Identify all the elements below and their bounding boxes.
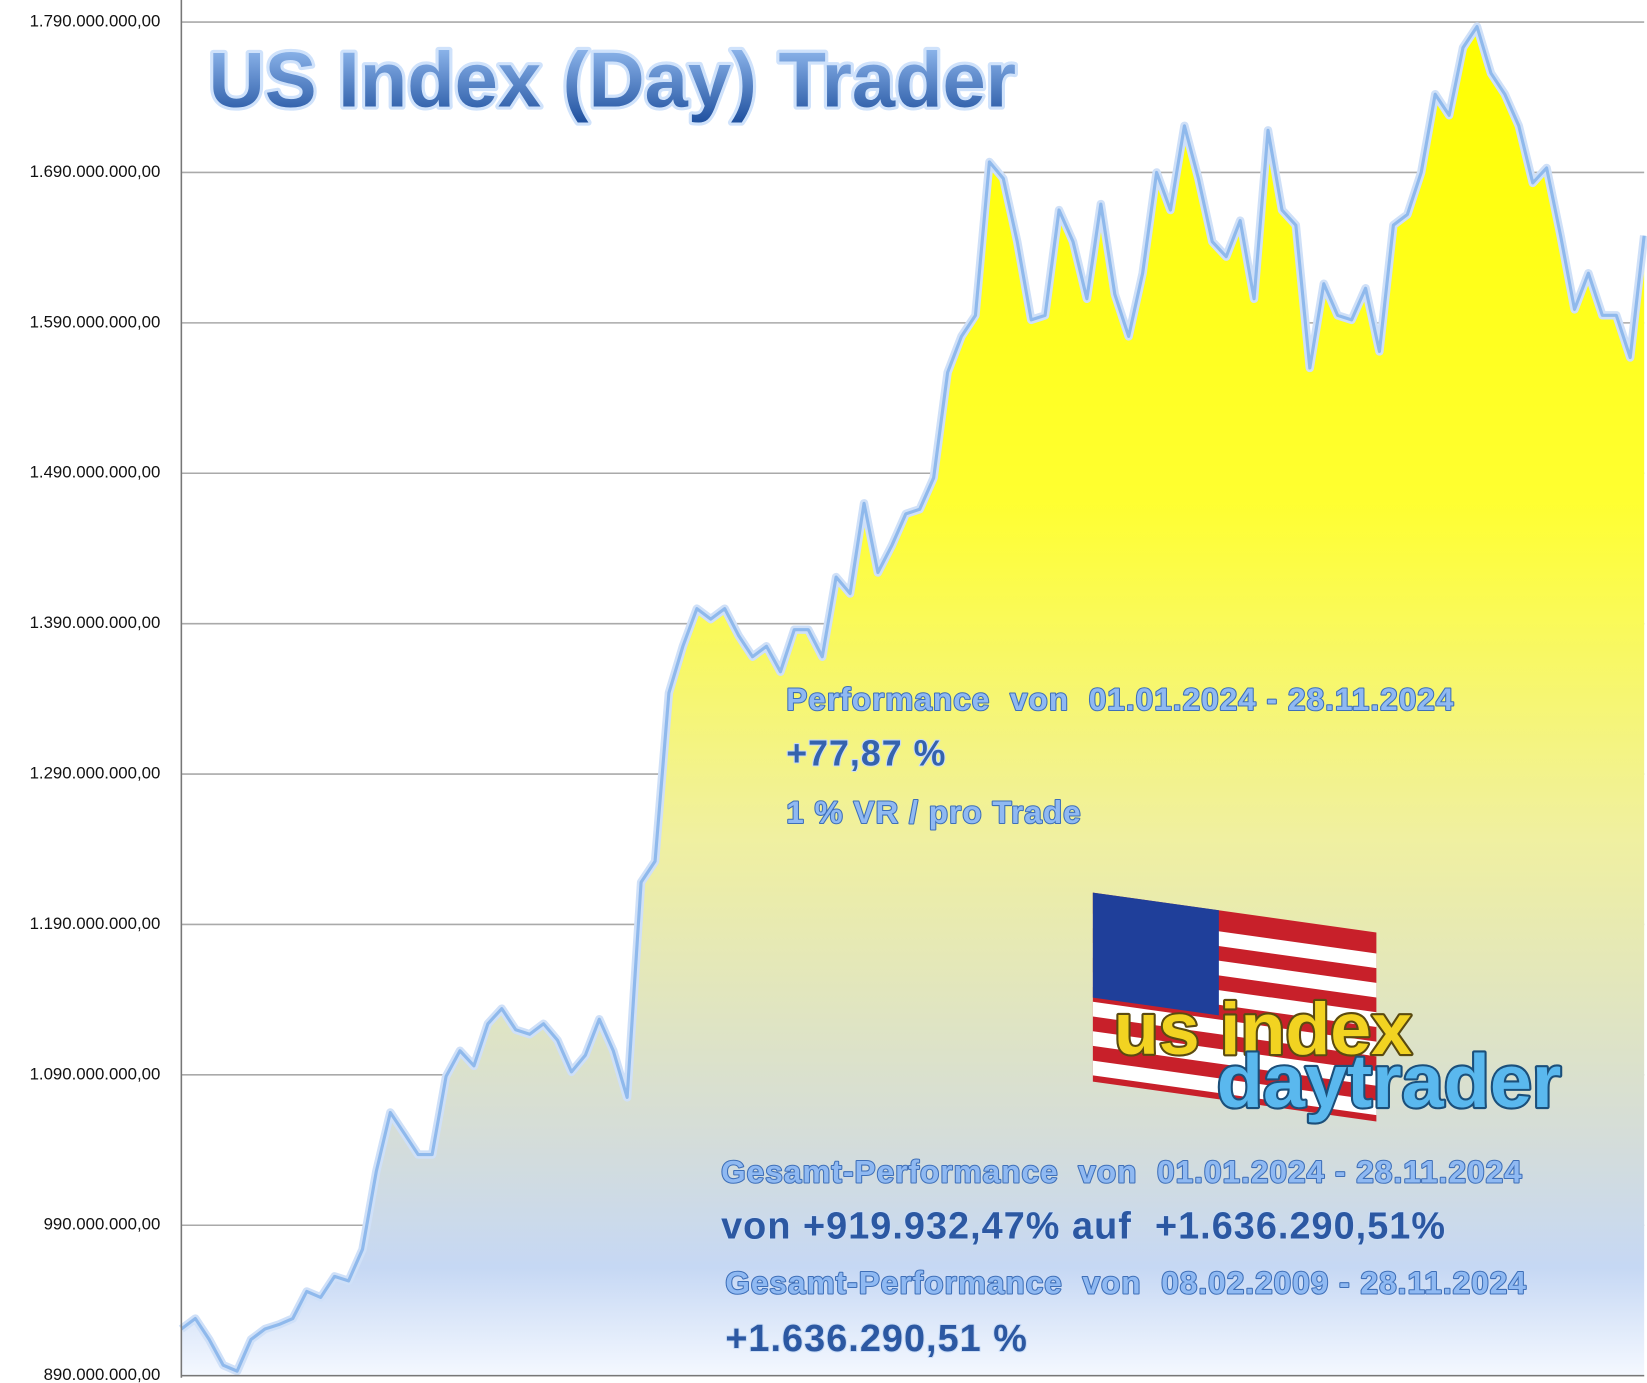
- annotation: Gesamt-Performance von 08.02.2009 - 28.1…: [725, 1265, 1527, 1301]
- annotation: Gesamt-Performance von 01.01.2024 - 28.1…: [721, 1153, 1523, 1189]
- annotations: Performance von 01.01.2024 - 28.11.2024 +…: [720, 680, 1527, 1361]
- annotation: +77,87 %: [786, 734, 946, 774]
- annotation: +1.636.290,51 %: [725, 1318, 1028, 1360]
- y-tick-label: 1.290.000.000,00: [30, 763, 161, 782]
- annotation: von +919.932,47% auf +1.636.290,51%: [721, 1206, 1446, 1248]
- annotation: 1 % VR / pro Trade: [786, 794, 1081, 830]
- chart-title: US Index (Day) Trader: [209, 38, 1016, 124]
- y-tick-label: 1.190.000.000,00: [30, 914, 161, 933]
- flag: [1092, 892, 1377, 1122]
- logo-text: daytrader: [1217, 1040, 1562, 1124]
- logo: us index daytrader: [1092, 892, 1563, 1126]
- y-tick-label: 1.090.000.000,00: [30, 1064, 161, 1083]
- line: [180, 24, 1646, 1373]
- y-tick-label: 1.790.000.000,00: [30, 11, 161, 30]
- annotation: Performance von 01.01.2024 - 28.11.2024: [786, 681, 1454, 717]
- y-tick-label: 1.490.000.000,00: [30, 463, 161, 482]
- y-tick-label: 1.690.000.000,00: [30, 162, 161, 181]
- y-tick-label: 1.590.000.000,00: [30, 312, 161, 331]
- y-tick-label: 890.000.000,00: [44, 1365, 161, 1383]
- y-tick-label: 990.000.000,00: [44, 1215, 161, 1234]
- logo-text: us index: [1114, 987, 1412, 1070]
- y-tick-label: 1.390.000.000,00: [30, 613, 161, 632]
